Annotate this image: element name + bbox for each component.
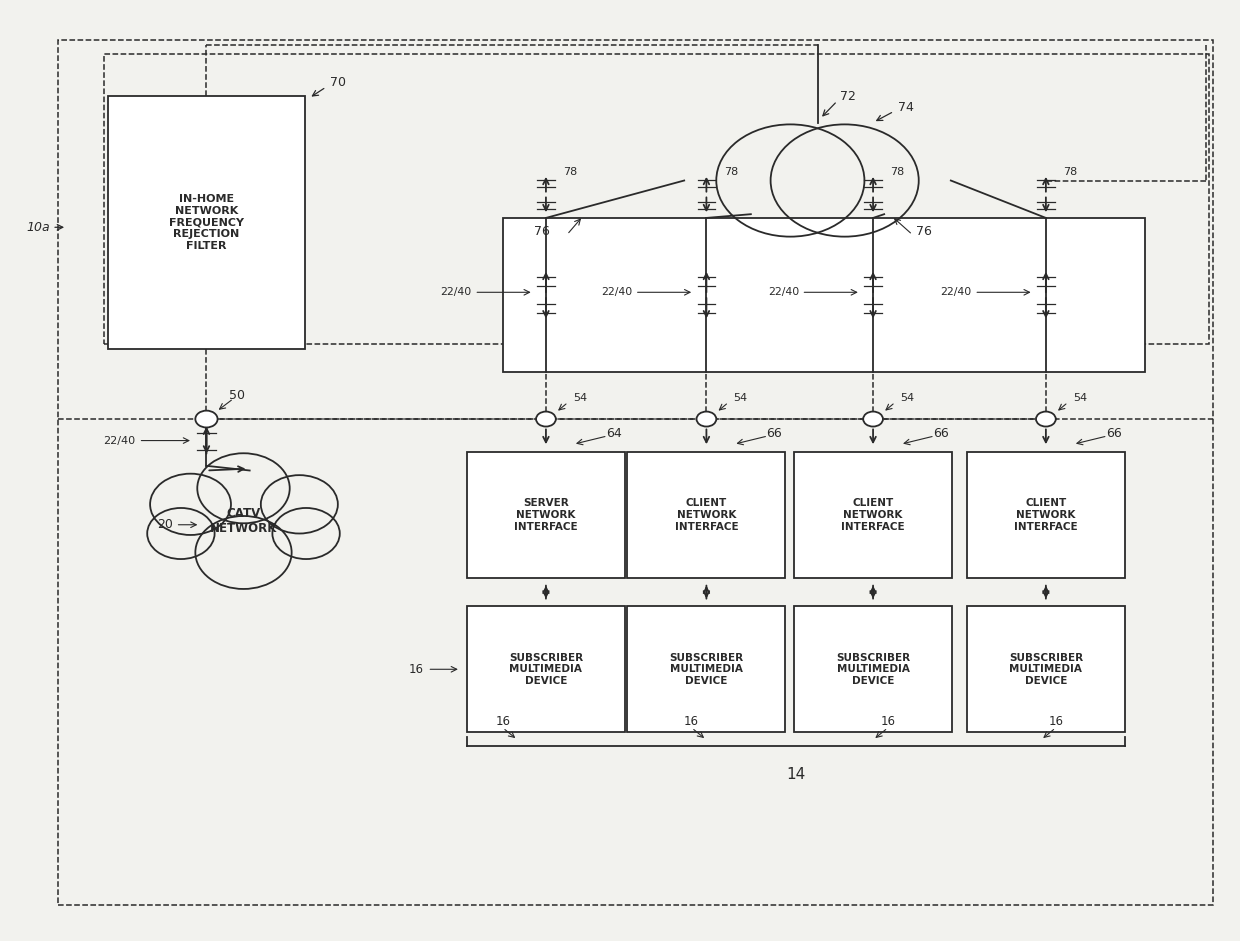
Text: 78: 78	[563, 167, 578, 177]
Text: 22/40: 22/40	[103, 436, 135, 446]
Text: 14: 14	[786, 767, 806, 782]
Circle shape	[697, 411, 717, 426]
Text: 22/40: 22/40	[768, 287, 799, 297]
Text: SUBSCRIBER
MULTIMEDIA
DEVICE: SUBSCRIBER MULTIMEDIA DEVICE	[508, 653, 583, 686]
Text: 50: 50	[229, 390, 246, 402]
Text: CLIENT
NETWORK
INTERFACE: CLIENT NETWORK INTERFACE	[841, 499, 905, 532]
Text: 76: 76	[916, 226, 932, 238]
Text: 76: 76	[533, 226, 549, 238]
Circle shape	[863, 411, 883, 426]
Text: 78: 78	[1063, 167, 1078, 177]
Text: CLIENT
NETWORK
INTERFACE: CLIENT NETWORK INTERFACE	[675, 499, 738, 532]
Text: 66: 66	[766, 426, 782, 439]
Bar	[467, 452, 625, 578]
Text: 22/40: 22/40	[601, 287, 632, 297]
Text: 78: 78	[890, 167, 905, 177]
Text: IN-HOME
NETWORK
FREQUENCY
REJECTION
FILTER: IN-HOME NETWORK FREQUENCY REJECTION FILT…	[169, 195, 244, 251]
Text: 70: 70	[330, 76, 346, 88]
Circle shape	[536, 411, 556, 426]
Text: 16: 16	[409, 662, 424, 676]
Text: 22/40: 22/40	[941, 287, 972, 297]
Text: 74: 74	[898, 101, 914, 114]
Text: SUBSCRIBER
MULTIMEDIA
DEVICE: SUBSCRIBER MULTIMEDIA DEVICE	[670, 653, 744, 686]
Text: SUBSCRIBER
MULTIMEDIA
DEVICE: SUBSCRIBER MULTIMEDIA DEVICE	[1009, 653, 1083, 686]
Bar	[104, 55, 1209, 344]
Text: 54: 54	[734, 393, 748, 404]
Bar	[502, 218, 1145, 373]
Bar	[108, 96, 305, 349]
Text: 54: 54	[900, 393, 914, 404]
Text: CATV
NETWORK: CATV NETWORK	[210, 507, 278, 535]
Bar	[794, 606, 952, 732]
Text: 20: 20	[157, 518, 174, 532]
Bar	[794, 452, 952, 578]
Bar	[967, 452, 1125, 578]
Text: 72: 72	[839, 89, 856, 103]
Text: CLIENT
NETWORK
INTERFACE: CLIENT NETWORK INTERFACE	[1014, 499, 1078, 532]
Circle shape	[1035, 411, 1055, 426]
Text: 54: 54	[573, 393, 588, 404]
Text: 16: 16	[684, 715, 699, 727]
Text: 10a: 10a	[26, 221, 50, 233]
Bar	[627, 452, 785, 578]
Text: 16: 16	[880, 715, 895, 727]
Text: SUBSCRIBER
MULTIMEDIA
DEVICE: SUBSCRIBER MULTIMEDIA DEVICE	[836, 653, 910, 686]
Text: 78: 78	[724, 167, 738, 177]
Bar	[967, 606, 1125, 732]
Text: 54: 54	[1073, 393, 1087, 404]
Circle shape	[196, 410, 217, 427]
Bar	[467, 606, 625, 732]
Text: 16: 16	[1048, 715, 1063, 727]
Bar	[627, 606, 785, 732]
Text: 16: 16	[495, 715, 510, 727]
Text: SERVER
NETWORK
INTERFACE: SERVER NETWORK INTERFACE	[515, 499, 578, 532]
Text: 66: 66	[932, 426, 949, 439]
Text: 22/40: 22/40	[440, 287, 472, 297]
Text: 66: 66	[1106, 426, 1122, 439]
Text: 64: 64	[606, 426, 621, 439]
